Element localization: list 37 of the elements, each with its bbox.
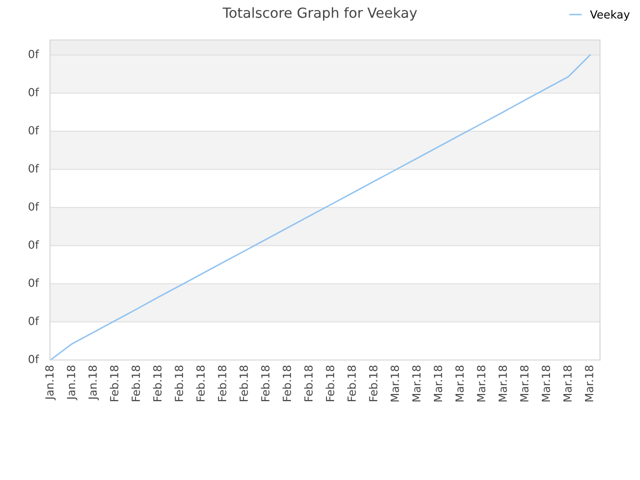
x-tick-label: Feb.18 [282, 366, 292, 402]
x-tick-label: Mar.18 [434, 366, 442, 402]
legend-label: Veekay [590, 10, 630, 21]
x-tick-label: Mar.18 [584, 366, 594, 402]
x-tick-label: Feb.18 [131, 366, 140, 402]
x-tick-label: Mar.18 [520, 366, 529, 402]
x-tick-label: Feb.18 [152, 366, 162, 402]
x-tick-label: Mar.18 [542, 366, 550, 402]
x-tick-label: Feb.18 [174, 366, 184, 402]
x-tick-label: Feb.18 [326, 366, 334, 402]
x-tick-label: Mar.18 [390, 366, 400, 402]
x-tick-label: Feb.18 [368, 366, 378, 402]
x-tick-label: Jan.18 [45, 366, 56, 400]
x-tick-label: Mar.18 [476, 366, 486, 402]
text: 0f [28, 202, 40, 211]
text: 0f [28, 88, 40, 96]
x-tick-label: Feb.18 [110, 366, 118, 402]
x-tick-label: Mar.18 [563, 366, 572, 402]
chart-title: Totalscore Graph for Veekay [222, 7, 417, 21]
x-tick-label: Feb.18 [239, 366, 248, 402]
x-tick-label: Jan.18 [66, 366, 78, 400]
text: 0f [28, 278, 40, 287]
x-tick-label: Feb.18 [347, 366, 356, 402]
x-tick-label: Mar.18 [412, 366, 421, 402]
text: 0f [28, 316, 40, 326]
x-tick-label: Feb.18 [196, 366, 205, 402]
text: 0f [28, 164, 40, 173]
x-tick-label: Feb.18 [260, 366, 270, 402]
text: 0f [28, 126, 40, 134]
text: 0f [28, 354, 40, 364]
x-tick-label: Mar.18 [498, 366, 507, 402]
text: 0f [28, 50, 40, 58]
x-tick-label: Mar.18 [455, 366, 464, 402]
text: 0f [28, 240, 40, 249]
x-tick-label: Feb.18 [218, 366, 226, 402]
x-tick-label: Feb.18 [304, 366, 313, 402]
x-tick-label: Jan.18 [88, 366, 99, 400]
